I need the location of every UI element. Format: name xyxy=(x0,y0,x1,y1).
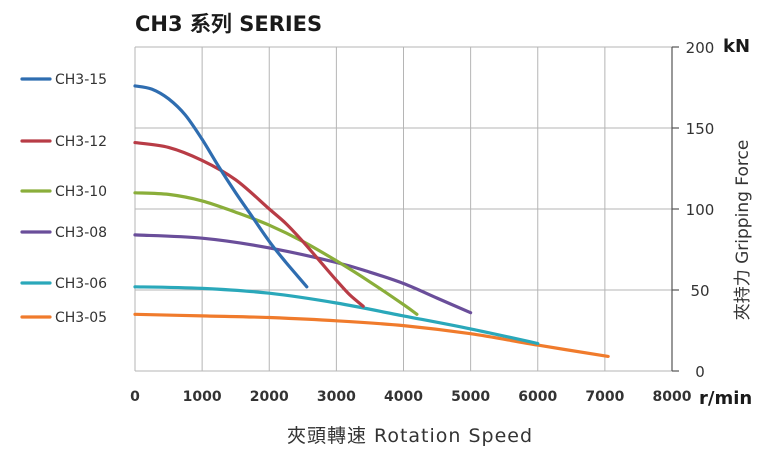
y-unit: kN xyxy=(723,36,750,57)
x-tick-label: 3000 xyxy=(317,389,356,405)
series-lines xyxy=(133,84,610,358)
legend-label-ch3-08: CH3-08 xyxy=(55,225,107,241)
x-tick-label: 6000 xyxy=(518,389,557,405)
y-tick-label: 0 xyxy=(695,363,705,381)
y-tick-label: 100 xyxy=(686,201,715,219)
x-tick-label: 5000 xyxy=(451,389,490,405)
x-unit: r/min xyxy=(699,388,752,409)
legend-label-ch3-06: CH3-06 xyxy=(55,276,107,292)
series-line-ch3-08 xyxy=(133,233,473,315)
y-tick-label: 150 xyxy=(686,120,715,138)
y-tick-label: 200 xyxy=(686,39,715,57)
x-tick-label: 1000 xyxy=(183,389,222,405)
legend-label-ch3-10: CH3-10 xyxy=(55,184,107,200)
x-axis-label: 夾頭轉速 Rotation Speed xyxy=(287,425,533,447)
grid xyxy=(134,46,673,372)
series-line-ch3-10 xyxy=(133,191,419,316)
x-tick-label: 8000 xyxy=(653,389,692,405)
y-axis-label: 夾持力 Gripping Force xyxy=(733,140,753,321)
series-line-ch3-05 xyxy=(133,312,610,358)
legend-label-ch3-05: CH3-05 xyxy=(55,310,107,326)
x-tick-label: 0 xyxy=(130,389,140,405)
series-line-ch3-15 xyxy=(133,84,309,289)
x-tick-label: 4000 xyxy=(384,389,423,405)
legend: CH3-15 CH3-12 CH3-10 CH3-08 CH3-06 CH3-05 xyxy=(20,72,107,326)
series-line-ch3-12 xyxy=(133,141,365,308)
x-tick-label: 7000 xyxy=(585,389,624,405)
y-tick-label: 50 xyxy=(690,282,709,300)
series-line-ch3-06 xyxy=(133,285,540,346)
legend-label-ch3-15: CH3-15 xyxy=(55,72,107,88)
axes: 0 1000 2000 3000 4000 5000 6000 7000 80000501001… xyxy=(130,39,714,405)
x-tick-label: 2000 xyxy=(250,389,289,405)
chart-title: CH3 系列 SERIES xyxy=(135,12,322,36)
legend-label-ch3-12: CH3-12 xyxy=(55,134,107,150)
